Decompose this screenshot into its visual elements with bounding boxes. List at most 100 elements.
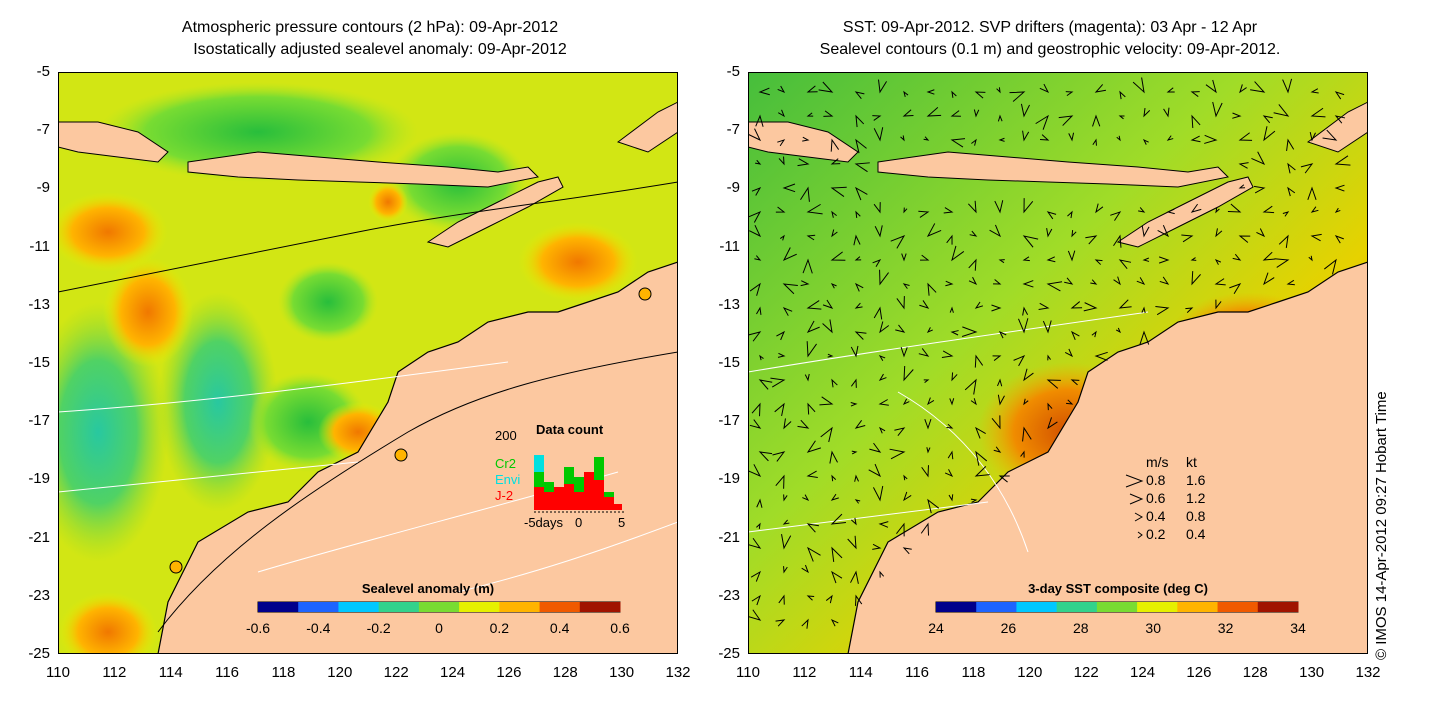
velocity-arrow: [1262, 251, 1276, 261]
inset-xlabel: -5days: [524, 515, 564, 530]
velocity-arrow: [1287, 186, 1296, 197]
lon-tick-label: 126: [496, 664, 522, 681]
velocity-arrow: [989, 224, 1002, 238]
colorbar-tick-label: -0.4: [306, 620, 330, 636]
velocity-arrow: [806, 341, 817, 358]
velocity-arrow: [1046, 379, 1061, 389]
velocity-arrow: [902, 398, 910, 406]
velocity-arrow: [1064, 277, 1074, 285]
velocity-arrow: [998, 330, 1007, 339]
velocity-arrow: [774, 402, 785, 417]
velocity-arrow: [806, 112, 814, 117]
velocity-arrow: [1215, 207, 1220, 214]
velocity-arrow: [1190, 257, 1197, 261]
velocity-arrow: [855, 210, 861, 219]
velocity-arrow: [1085, 235, 1098, 245]
velocity-arrow: [1022, 306, 1029, 316]
velocity-arrow: [830, 158, 841, 165]
velocity-arrow: [926, 447, 931, 454]
lon-tick-label: 124: [440, 664, 466, 681]
velocity-arrow: [1071, 230, 1077, 238]
colorbar-segment: [499, 602, 541, 612]
velocity-legend-row2-ms: 0.6: [1146, 490, 1166, 506]
velocity-arrow: [1204, 134, 1218, 144]
velocity-arrow: [1035, 114, 1049, 130]
velocity-legend-row1-kt: 1.6: [1186, 472, 1206, 488]
velocity-arrow: [806, 320, 820, 334]
velocity-arrow: [1262, 115, 1273, 124]
velocity-arrow: [874, 225, 883, 238]
lon-tick-label: 130: [1299, 664, 1325, 681]
velocity-arrow: [1009, 91, 1026, 102]
imos-credit: © IMOS 14-Apr-2012 09:27 Hobart Time: [1373, 391, 1390, 660]
lon-tick-label: 128: [1242, 664, 1268, 681]
lat-tick-label: -19: [28, 470, 50, 488]
velocity-arrow: [1334, 91, 1345, 100]
velocity-arrow: [1334, 115, 1346, 124]
colorbar-segment: [258, 602, 299, 612]
colorbar-segment: [378, 602, 420, 612]
velocity-arrow: [1092, 138, 1097, 146]
velocity-arrow: [927, 282, 937, 296]
velocity-arrow: [1214, 258, 1222, 265]
velocity-arrow: [998, 475, 1010, 483]
velocity-arrow: [878, 426, 886, 434]
velocity-arrow: [878, 373, 887, 381]
right-colorbar-ticks: 24 26 28 30 32 34: [928, 620, 1306, 636]
velocity-arrow: [850, 570, 859, 584]
velocity-arrow: [868, 463, 882, 478]
velocity-arrow: [779, 234, 785, 241]
velocity-arrow: [751, 594, 761, 606]
velocity-arrow: [775, 619, 786, 627]
velocity-arrow: [770, 377, 786, 388]
velocity-arrow: [1022, 130, 1030, 142]
lon-tick-label: 114: [158, 664, 183, 681]
velocity-arrow: [998, 259, 1005, 264]
velocity-arrow: [896, 296, 905, 310]
velocity-arrow: [847, 535, 857, 550]
lat-tick-label: -9: [36, 179, 50, 197]
colorbar-tick-label: -0.2: [367, 620, 391, 636]
velocity-arrow: [1232, 253, 1242, 261]
lat-tick-label: -5: [726, 63, 740, 80]
velocity-arrow: [782, 183, 796, 193]
velocity-arrow: [750, 570, 761, 582]
velocity-arrow: [1163, 107, 1170, 118]
velocity-arrow: [878, 399, 889, 406]
velocity-arrow: [879, 269, 889, 286]
velocity-arrow: [1215, 228, 1223, 238]
velocity-arrow: [991, 304, 1002, 312]
velocity-arrow: [755, 159, 762, 165]
velocity-arrow: [806, 595, 815, 601]
velocity-arrow: [1113, 234, 1122, 248]
velocity-arrow: [973, 109, 980, 118]
velocity-arrow: [1232, 112, 1242, 119]
lon-tick-label: 122: [1073, 664, 1099, 681]
velocity-arrow: [993, 279, 1002, 285]
velocity-arrow: [873, 306, 883, 320]
velocity-arrow: [781, 534, 792, 550]
velocity-arrow: [927, 498, 940, 514]
left-title-line1: Atmospheric pressure contours (2 hPa): 0…: [181, 19, 559, 36]
velocity-arrow: [831, 474, 837, 482]
velocity-arrow: [806, 234, 816, 241]
velocity-arrow: [1083, 302, 1098, 312]
velocity-arrow: [751, 402, 761, 417]
velocity-arrow: [850, 402, 858, 407]
right-colorbar-label: 3-day SST composite (deg C): [1028, 581, 1208, 596]
velocity-arrow: [827, 353, 834, 358]
velocity-arrow: [900, 347, 908, 358]
velocity-arrow: [854, 302, 863, 309]
velocity-arrow: [818, 81, 834, 93]
velocity-arrow: [854, 474, 860, 482]
velocity-arrow: [1238, 162, 1249, 169]
velocity-arrow: [998, 137, 1005, 142]
right-title-line2: Sealevel contours (0.1 m) and geostrophi…: [819, 41, 1281, 58]
velocity-arrow: [1286, 279, 1295, 286]
colorbar-tick-label: 0.4: [550, 620, 570, 636]
lon-tick-label: 130: [609, 664, 635, 681]
inset-ymax-label: 200: [495, 428, 517, 443]
velocity-arrow: [1274, 258, 1290, 268]
velocity-legend-arrow-04: [1134, 512, 1144, 522]
velocity-arrow: [969, 230, 978, 237]
